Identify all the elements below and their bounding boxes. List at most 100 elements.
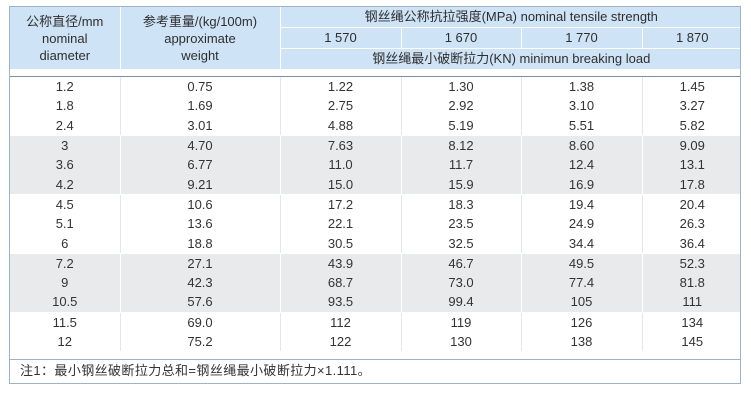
- breaking-load-cell: 145: [642, 331, 740, 352]
- breaking-load-cell: 15.0: [280, 174, 402, 195]
- breaking-load-cell: 17.2: [280, 194, 402, 215]
- breaking-load-cell: 122: [280, 331, 402, 352]
- weight-cell: 57.6: [120, 292, 281, 313]
- grade-1670: 1 670: [401, 27, 522, 49]
- weight-header-en1: approximate: [164, 30, 236, 46]
- diameter-cell: 1.2: [10, 76, 121, 97]
- table-row: 4.2 9.21 15.0 15.9 16.9 17.8: [10, 174, 740, 195]
- grade-1570: 1 570: [280, 27, 402, 49]
- breaking-load-title: 钢丝绳最小破断拉力(KN) minimun breaking load: [280, 48, 740, 70]
- weight-cell: 3.01: [120, 115, 281, 136]
- breaking-load-cell: 1.45: [642, 76, 740, 97]
- table-row: 2.4 3.01 4.88 5.19 5.51 5.82: [10, 115, 740, 136]
- breaking-load-cell: 111: [642, 292, 740, 313]
- weight-header-en2: weight: [181, 47, 219, 63]
- table-row: 11.5 69.0 112 119 126 134: [10, 312, 740, 332]
- table-row: 9 42.3 68.7 73.0 77.4 81.8: [10, 272, 740, 293]
- diameter-cell: 3.6: [10, 155, 121, 175]
- breaking-load-cell: 26.3: [642, 214, 740, 234]
- breaking-load-cell: 46.7: [401, 253, 522, 273]
- diameter-cell: 1.8: [10, 96, 121, 116]
- breaking-load-cell: 2.75: [280, 96, 402, 116]
- breaking-load-cell: 5.51: [521, 115, 643, 136]
- weight-cell: 1.69: [120, 96, 281, 116]
- breaking-load-cell: 138: [521, 331, 643, 352]
- diameter-cell: 4.5: [10, 194, 121, 215]
- diameter-header-en1: nominal: [41, 30, 88, 46]
- weight-cell: 4.70: [120, 135, 281, 156]
- footnote: 注1：最小钢丝破断拉力总和=钢丝绳最小破断拉力×1.111。: [10, 359, 740, 383]
- breaking-load-cell: 34.4: [521, 233, 643, 254]
- breaking-load-cell: 11.0: [280, 155, 402, 175]
- grade-1870: 1 870: [642, 27, 740, 49]
- breaking-load-cell: 2.92: [401, 96, 522, 116]
- breaking-load-cell: 16.9: [521, 174, 643, 195]
- weight-header-cn: 参考重量/(kg/100m): [142, 13, 258, 29]
- breaking-load-cell: 7.63: [280, 135, 402, 156]
- breaking-load-cell: 134: [642, 312, 740, 332]
- weight-cell: 9.21: [120, 174, 281, 195]
- diameter-cell: 10.5: [10, 292, 121, 313]
- breaking-load-cell: 17.8: [642, 174, 740, 195]
- breaking-load-cell: 77.4: [521, 272, 643, 293]
- breaking-load-cell: 49.5: [521, 253, 643, 273]
- table-header: 公称直径/mm nominal diameter 参考重量/(kg/100m) …: [10, 7, 740, 70]
- breaking-load-cell: 73.0: [401, 272, 522, 293]
- breaking-load-cell: 105: [521, 292, 643, 313]
- breaking-load-cell: 22.1: [280, 214, 402, 234]
- breaking-load-cell: 99.4: [401, 292, 522, 313]
- breaking-load-cell: 23.5: [401, 214, 522, 234]
- breaking-load-cell: 13.1: [642, 155, 740, 175]
- table-row: 10.5 57.6 93.5 99.4 105 111: [10, 292, 740, 313]
- breaking-load-cell: 9.09: [642, 135, 740, 156]
- table-row: 3 4.70 7.63 8.12 8.60 9.09: [10, 135, 740, 156]
- table-row: 5.1 13.6 22.1 23.5 24.9 26.3: [10, 214, 740, 234]
- weight-cell: 69.0: [120, 312, 281, 332]
- table-row: 3.6 6.77 11.0 11.7 12.4 13.1: [10, 155, 740, 175]
- diameter-header-cn: 公称直径/mm: [26, 13, 104, 29]
- table-row: 1.8 1.69 2.75 2.92 3.10 3.27: [10, 96, 740, 116]
- breaking-load-cell: 93.5: [280, 292, 402, 313]
- breaking-load-cell: 1.22: [280, 76, 402, 97]
- breaking-load-cell: 20.4: [642, 194, 740, 215]
- diameter-header: 公称直径/mm nominal diameter: [10, 7, 121, 70]
- breaking-load-cell: 32.5: [401, 233, 522, 254]
- breaking-load-cell: 43.9: [280, 253, 402, 273]
- breaking-load-cell: 130: [401, 331, 522, 352]
- breaking-load-cell: 36.4: [642, 233, 740, 254]
- breaking-load-cell: 8.12: [401, 135, 522, 156]
- breaking-load-cell: 15.9: [401, 174, 522, 195]
- weight-cell: 0.75: [120, 76, 281, 97]
- weight-header: 参考重量/(kg/100m) approximate weight: [120, 7, 281, 70]
- diameter-cell: 2.4: [10, 115, 121, 136]
- table-row: 1.2 0.75 1.22 1.30 1.38 1.45: [10, 76, 740, 97]
- weight-cell: 18.8: [120, 233, 281, 254]
- breaking-load-cell: 81.8: [642, 272, 740, 293]
- breaking-load-cell: 52.3: [642, 253, 740, 273]
- diameter-cell: 9: [10, 272, 121, 293]
- diameter-cell: 5.1: [10, 214, 121, 234]
- table-row: 7.2 27.1 43.9 46.7 49.5 52.3: [10, 253, 740, 273]
- breaking-load-cell: 12.4: [521, 155, 643, 175]
- diameter-cell: 6: [10, 233, 121, 254]
- breaking-load-cell: 24.9: [521, 214, 643, 234]
- breaking-load-cell: 5.19: [401, 115, 522, 136]
- weight-cell: 13.6: [120, 214, 281, 234]
- breaking-load-cell: 1.30: [401, 76, 522, 97]
- breaking-load-cell: 1.38: [521, 76, 643, 97]
- weight-cell: 10.6: [120, 194, 281, 215]
- diameter-cell: 11.5: [10, 312, 121, 332]
- weight-cell: 42.3: [120, 272, 281, 293]
- breaking-load-cell: 126: [521, 312, 643, 332]
- diameter-cell: 3: [10, 135, 121, 156]
- breaking-load-cell: 68.7: [280, 272, 402, 293]
- header-separator: [10, 69, 740, 77]
- breaking-load-cell: 30.5: [280, 233, 402, 254]
- breaking-load-cell: 19.4: [521, 194, 643, 215]
- strength-title: 钢丝绳公称抗拉强度(MPa) nominal tensile strength: [280, 7, 740, 28]
- breaking-load-cell: 4.88: [280, 115, 402, 136]
- weight-cell: 27.1: [120, 253, 281, 273]
- breaking-load-cell: 11.7: [401, 155, 522, 175]
- spec-table-frame: 公称直径/mm nominal diameter 参考重量/(kg/100m) …: [9, 6, 741, 384]
- breaking-load-cell: 8.60: [521, 135, 643, 156]
